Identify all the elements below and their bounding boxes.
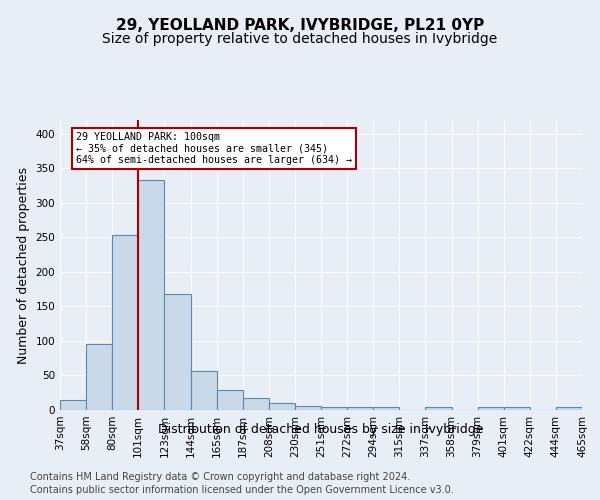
Bar [373, 407, 400, 410]
Bar [243, 398, 269, 410]
Text: Contains HM Land Registry data © Crown copyright and database right 2024.: Contains HM Land Registry data © Crown c… [30, 472, 410, 482]
Text: 29 YEOLLAND PARK: 100sqm
← 35% of detached houses are smaller (345)
64% of semi-: 29 YEOLLAND PARK: 100sqm ← 35% of detach… [76, 132, 352, 165]
Bar [164, 294, 191, 410]
Bar [478, 406, 504, 410]
Bar [295, 406, 321, 410]
Bar [112, 236, 139, 410]
Bar [60, 400, 86, 410]
Text: Size of property relative to detached houses in Ivybridge: Size of property relative to detached ho… [103, 32, 497, 46]
Text: 29, YEOLLAND PARK, IVYBRIDGE, PL21 0YP: 29, YEOLLAND PARK, IVYBRIDGE, PL21 0YP [116, 18, 484, 32]
Bar [139, 180, 164, 410]
Text: Distribution of detached houses by size in Ivybridge: Distribution of detached houses by size … [158, 422, 484, 436]
Bar [504, 406, 530, 410]
Bar [269, 403, 295, 410]
Bar [425, 407, 452, 410]
Bar [217, 390, 243, 410]
Bar [86, 344, 112, 410]
Bar [347, 407, 373, 410]
Bar [321, 407, 347, 410]
Bar [191, 370, 217, 410]
Text: Contains public sector information licensed under the Open Government Licence v3: Contains public sector information licen… [30, 485, 454, 495]
Bar [556, 407, 582, 410]
Y-axis label: Number of detached properties: Number of detached properties [17, 166, 30, 364]
